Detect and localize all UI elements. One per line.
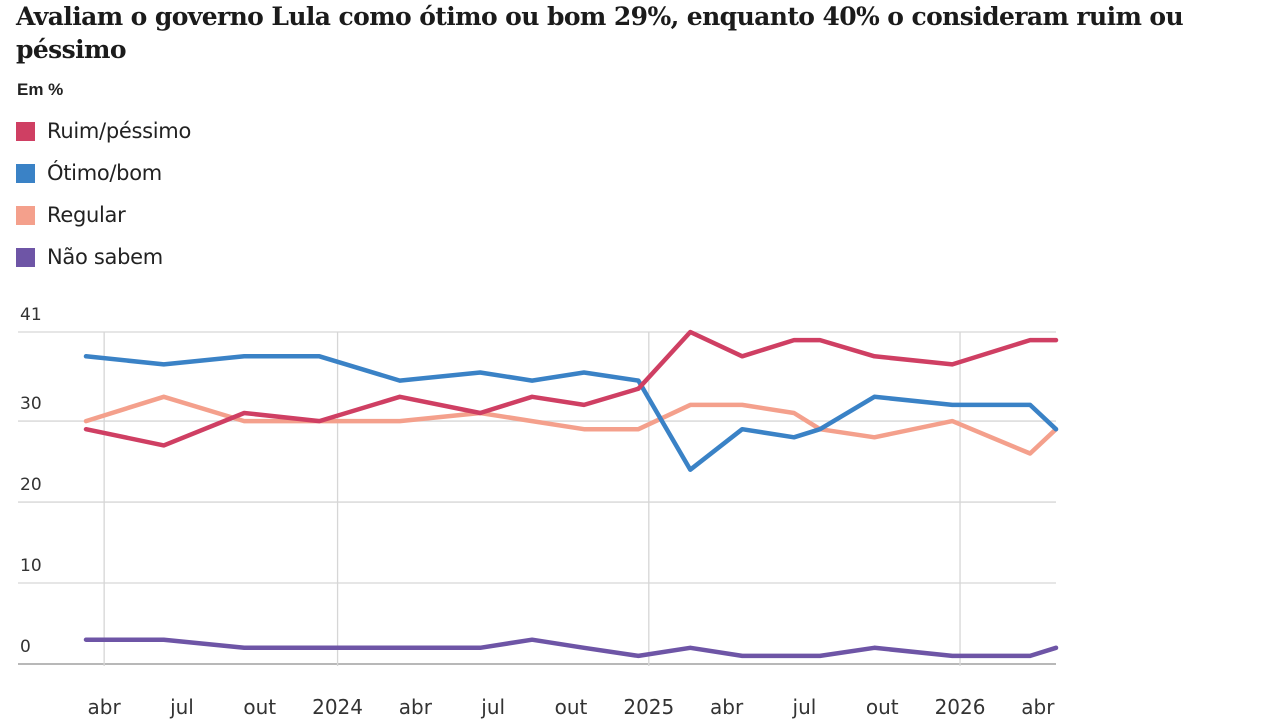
x-tick-label: abr: [88, 695, 122, 719]
series-line-nao-sabem: [83, 637, 1059, 659]
legend-label-regular: Regular: [47, 203, 126, 227]
legend-swatch-nao-sabem: [16, 247, 35, 267]
y-tick-label: 20: [20, 475, 42, 495]
legend-label-ruim-pessimo: Ruim/péssimo: [47, 119, 191, 143]
grid: [18, 331, 1056, 666]
x-tick-label: 2025: [623, 695, 674, 719]
y-tick-label: 10: [20, 556, 42, 576]
legend-item-regular: Regular: [16, 194, 191, 236]
x-tick-label: out: [555, 695, 588, 719]
legend-label-otimo-bom: Ótimo/bom: [47, 161, 162, 185]
legend-label-nao-sabem: Não sabem: [47, 245, 163, 269]
x-tick-label: abr: [399, 695, 433, 719]
chart-unit-label: Em %: [17, 80, 64, 99]
series-line-regular: [83, 394, 1059, 456]
y-tick-label: 30: [20, 394, 42, 414]
legend-item-otimo-bom: Ótimo/bom: [16, 152, 191, 194]
series-lines: [83, 329, 1059, 659]
series-line-otimo-bom: [83, 354, 1059, 472]
x-tick-label: 2024: [312, 695, 363, 719]
x-tick-label: jul: [480, 695, 505, 719]
x-tick-label: abr: [710, 695, 744, 719]
x-tick-label: out: [866, 695, 899, 719]
legend-item-nao-sabem: Não sabem: [16, 236, 191, 278]
series-line-ruim-pessimo: [83, 329, 1059, 448]
x-tick-label: abr: [1021, 695, 1055, 719]
x-tick-label: out: [243, 695, 276, 719]
legend-swatch-regular: [16, 205, 35, 225]
legend-item-ruim-pessimo: Ruim/péssimo: [16, 110, 191, 152]
x-tick-label: jul: [169, 695, 194, 719]
y-tick-label: 0: [20, 637, 31, 657]
legend-swatch-ruim-pessimo: [16, 121, 35, 141]
axis-labels: 0 10 20 30 41 abr jul out 2024 abr jul out 2025 abr ju…: [20, 305, 1055, 719]
x-tick-label: 2026: [935, 695, 986, 719]
legend: Ruim/péssimo Ótimo/bom Regular Não sabem: [16, 110, 191, 278]
chart-title: Avaliam o governo Lula como ótimo ou bom…: [16, 2, 1184, 64]
legend-swatch-otimo-bom: [16, 163, 35, 183]
y-tick-label: 41: [20, 305, 42, 325]
x-tick-label: jul: [792, 695, 817, 719]
